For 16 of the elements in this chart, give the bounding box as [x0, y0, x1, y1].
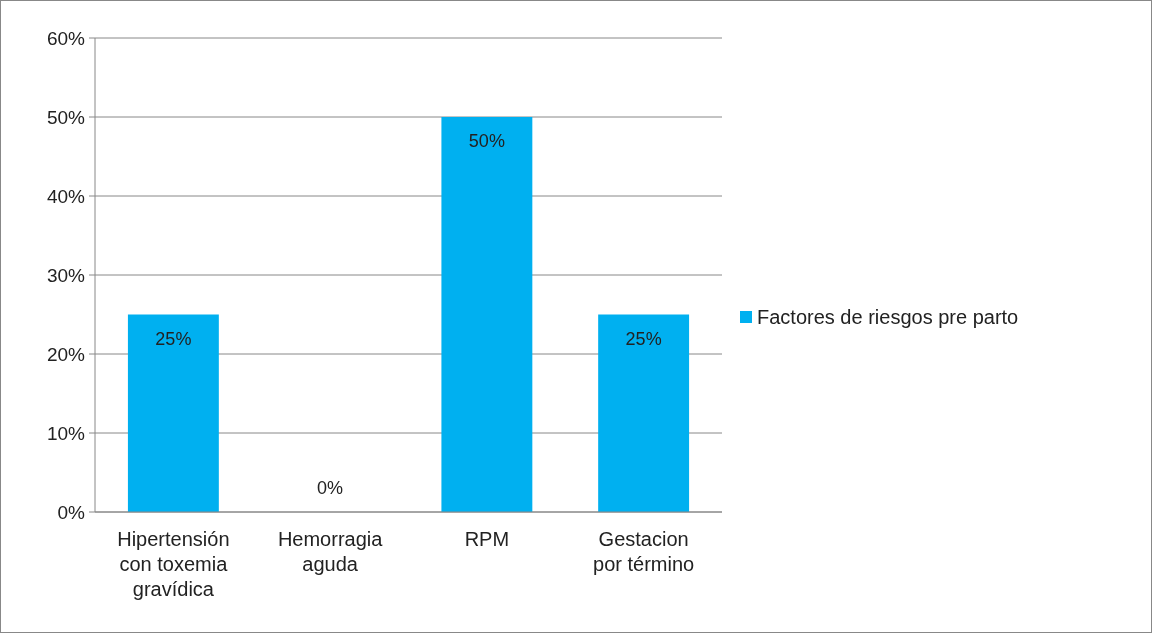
x-tick-label: Hipertensión con toxemia gravídica [117, 528, 230, 600]
x-tick-label: RPM [464, 528, 510, 550]
x-tick-label: Gestacion por término [593, 528, 695, 575]
x-tick-label: Hemorragia aguda [277, 528, 384, 575]
data-label: 50% [468, 131, 505, 151]
y-tick-label: 10% [46, 422, 86, 444]
data-label: 25% [155, 328, 192, 349]
data-label: 0% [317, 478, 344, 498]
y-tick-label: 20% [46, 343, 86, 365]
y-tick-label: 30% [46, 264, 86, 286]
y-tick-label: 0% [57, 501, 86, 523]
y-tick-label: 50% [46, 106, 86, 128]
y-tick-label: 40% [46, 185, 86, 207]
data-label: 25% [625, 328, 662, 349]
legend-label: Factores de riesgos pre parto [757, 306, 1019, 328]
y-tick-label: 60% [46, 27, 86, 49]
